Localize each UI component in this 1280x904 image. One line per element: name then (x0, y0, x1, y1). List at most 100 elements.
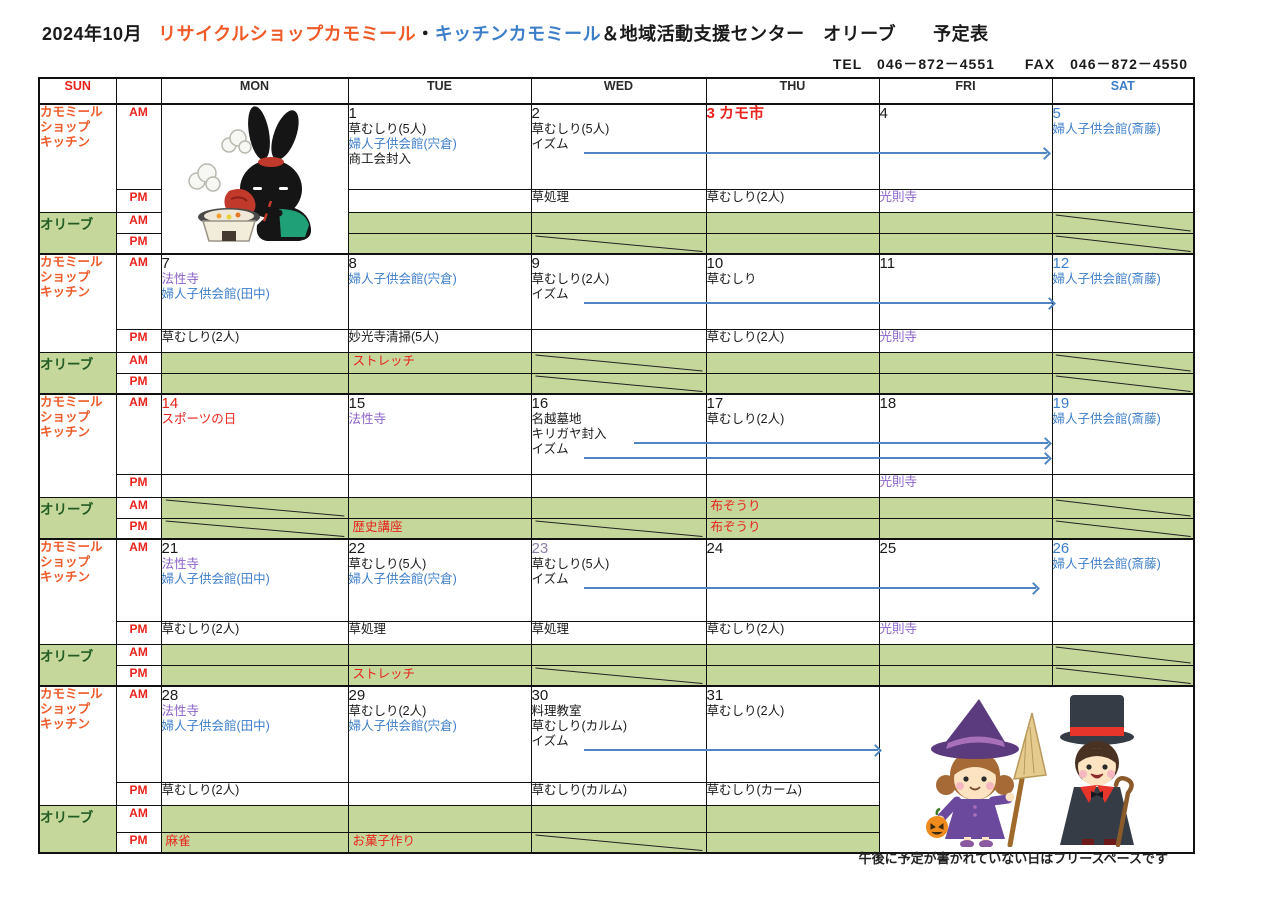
kamomile-row-label: カモミール ショップ キッチン (38, 538, 117, 645)
olive-am-label: AM (115, 643, 162, 666)
day-number: 31 (706, 687, 724, 704)
day-14-pm (160, 473, 349, 498)
olive-pm-label: PM (115, 372, 162, 395)
kamomile-row-label: カモミール ショップ キッチン (38, 253, 117, 353)
week-1-olive-pm-row: PM (39, 232, 1195, 255)
crossed-out-mark (532, 234, 706, 254)
day-15-opm: 歴史講座 (347, 517, 532, 540)
crossed-out-mark (532, 519, 706, 539)
crossed-out-mark (1053, 519, 1194, 539)
day-12-am: 12 婦人子供会館(斎藤) (1051, 253, 1195, 330)
event-text: 草むしり(2人) (706, 329, 785, 344)
kamomile-label-line: キッチン (40, 570, 91, 584)
day-24-oam (705, 643, 880, 666)
day-18-pm: 光則寺 (878, 473, 1053, 498)
crossed-out-mark (1053, 353, 1194, 373)
kamomile-label-line: ショップ (40, 702, 91, 716)
weekday-header-row: SUN MON TUE WED THU FRI SAT (38, 77, 1195, 105)
day-number: 8 (348, 255, 357, 272)
day-25-am: 25 (878, 538, 1053, 622)
day-7-opm (160, 372, 349, 395)
event-text: 光則寺 (879, 621, 918, 636)
day-30-opm (530, 831, 707, 854)
header-tue: TUE (347, 77, 532, 105)
event-text: ストレッチ (352, 353, 416, 368)
day-number: 1 (348, 105, 357, 122)
rabbit-cooking-illustration (160, 103, 349, 255)
week-3-am-row: カモミール ショップ キッチン AM 14 スポーツの日 15 法性寺 16 名越墓地 キリガヤ封入… (38, 393, 1195, 498)
event-text: イズム (531, 442, 569, 456)
week-5-olive-am-row: オリーブ AM (38, 804, 1194, 854)
week-4-olive-pm-row: PM ストレッチ (39, 664, 1195, 687)
halloween-children-illustration (878, 685, 1195, 854)
day-21-opm (160, 664, 349, 687)
day-19-pm (1051, 473, 1195, 498)
week-2-olive-am-row: オリーブ AM ストレッチ (38, 351, 1195, 395)
day-26-oam (1051, 643, 1195, 666)
crossed-out-mark (1053, 498, 1194, 518)
am-label: AM (115, 685, 162, 783)
day-29-oam (347, 804, 532, 833)
day-2-oam (530, 211, 707, 234)
day-19-am: 19 婦人子供会館(斎藤) (1051, 393, 1195, 475)
day-17-opm: 布ぞうり (705, 517, 880, 540)
event-text: 婦人子供会館(斎藤) (1052, 557, 1161, 571)
week-2-olive-pm-row: PM (39, 372, 1195, 395)
day-number: 22 (348, 540, 366, 557)
day-19-oam (1051, 496, 1195, 519)
olive-row-label: オリーブ (38, 211, 117, 255)
day-10-pm: 草むしり(2人) (705, 328, 880, 353)
week-5-am-row: カモミール ショップ キッチン AM 28 法性寺 婦人子供会館(田中) 29 草むしり(2人)… (38, 685, 1195, 854)
day-3-pm: 草むしり(2人) (705, 188, 880, 213)
schedule-table: SUN MON TUE WED THU FRI SAT カモミール ショップ キッチ… (38, 77, 1195, 854)
am-label: AM (115, 538, 162, 622)
day-number: 21 (161, 540, 179, 557)
event-text: 草むしり(5人) (348, 557, 427, 571)
day-2-am: 2 草むしり(5人) イズム (530, 103, 1047, 190)
event-text: 婦人子供会館(宍倉) (348, 272, 457, 286)
week-1-am-row: カモミール ショップ キッチン AM 1 草むしり(5人) 婦人子供会館(宍倉) 商工会封入… (38, 103, 1195, 255)
week-3-pm-row: PM 光則寺 (39, 473, 1195, 498)
event-text: 婦人子供会館(田中) (161, 719, 270, 733)
crossed-out-mark (1053, 374, 1194, 394)
day-3-oam (705, 211, 880, 234)
event-text: イズム (531, 287, 569, 301)
event-text: 妙光寺清掃(5人) (348, 329, 439, 344)
day-number: 14 (161, 395, 179, 412)
event-text: 光則寺 (879, 474, 918, 489)
event-text: 草むしり (706, 272, 757, 286)
event-text: 婦人子供会館(田中) (161, 572, 270, 586)
continuation-arrow (583, 152, 1047, 154)
event-text: 草むしり(5人) (348, 122, 427, 136)
header-sun: SUN (38, 77, 117, 105)
kamomile-label-line: ショップ (40, 120, 91, 134)
day-8-pm: 妙光寺清掃(5人) (347, 328, 532, 353)
crossed-out-mark (1053, 645, 1194, 665)
day-28-opm: 麻雀 (160, 831, 349, 854)
week-1-olive-am-row: オリーブ AM (38, 211, 1195, 255)
crossed-out-mark (1053, 213, 1194, 233)
event-text: 法性寺 (161, 557, 200, 571)
day-17-oam: 布ぞうり (705, 496, 880, 519)
title-dot: ・ (416, 24, 435, 44)
day-4-am: 4 (878, 103, 1053, 190)
day-21-oam (160, 643, 349, 666)
event-text: 麻雀 (165, 833, 191, 848)
day-9-oam (530, 351, 707, 374)
day-26-opm (1051, 664, 1195, 687)
continuation-arrow (633, 442, 1048, 444)
day-30-oam (530, 804, 707, 833)
day-16-oam (530, 496, 707, 519)
day-2-opm (530, 232, 707, 255)
fax-number: FAX 046－872－4550 (1024, 56, 1188, 72)
day-25-opm (878, 664, 1053, 687)
day-11-am: 11 (878, 253, 1053, 330)
kamomile-label-line: ショップ (40, 270, 91, 284)
day-7-am: 7 法性寺 婦人子供会館(田中) (160, 253, 349, 330)
pm-label: PM (115, 781, 162, 806)
day-14-oam (160, 496, 349, 519)
event-text: 布ぞうり (710, 519, 761, 534)
event-text: 婦人子供会館(斎藤) (1052, 272, 1161, 286)
pm-label: PM (115, 328, 162, 353)
day-number: 2 (531, 105, 540, 122)
